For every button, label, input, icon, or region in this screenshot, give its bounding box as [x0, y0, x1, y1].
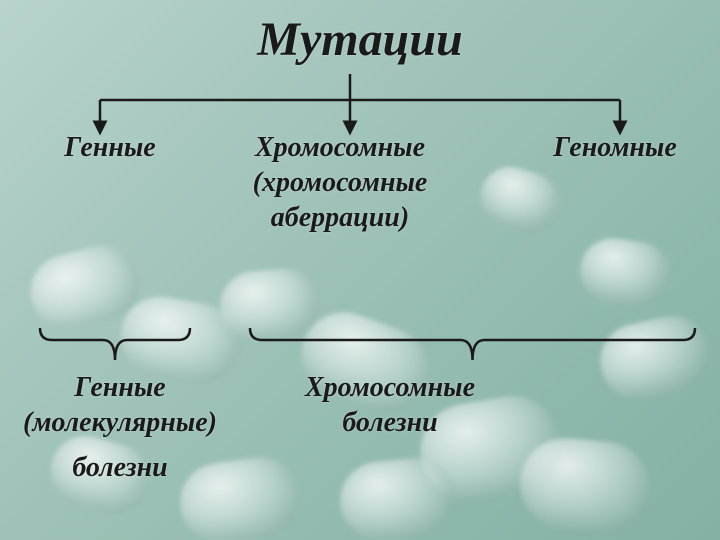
label-chrom-diseases: Хромосомные болезни — [260, 370, 520, 440]
bg-blob — [473, 159, 568, 241]
label-gene: Генные — [35, 130, 185, 165]
label-genome: Геномные — [530, 130, 700, 165]
lines-group — [100, 74, 620, 128]
bg-blob — [336, 454, 459, 540]
label-chromosome: Хромосомные (хромосомные аберрации) — [200, 130, 480, 235]
slide: Мутации Генные Хромосомные (хромосомные … — [0, 0, 720, 540]
title: Мутации — [0, 12, 720, 67]
label-gene-diseases: Генные (молекулярные) — [0, 370, 240, 440]
bg-blob — [593, 309, 716, 405]
bg-blob — [516, 435, 653, 536]
bg-blob — [576, 234, 674, 311]
label-gene-diseases-2: болезни — [0, 450, 240, 485]
